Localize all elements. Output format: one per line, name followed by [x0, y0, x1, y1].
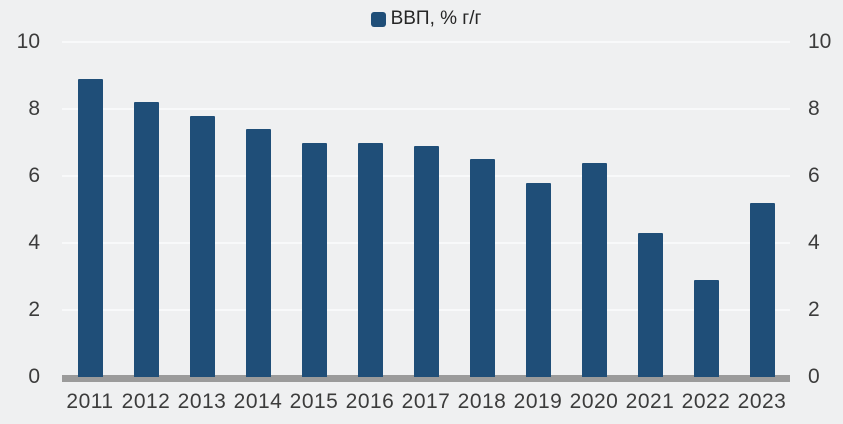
- x-tick-2013: 2013: [177, 390, 227, 413]
- bar-2011: [77, 78, 103, 377]
- bar-2023: [749, 202, 775, 377]
- y-tick-left-0: 0: [28, 365, 40, 388]
- bar-2015: [301, 142, 327, 377]
- zero-baseline: [62, 375, 790, 382]
- y-tick-right-0: 0: [808, 365, 820, 388]
- legend-swatch-icon: [370, 11, 386, 27]
- y-tick-right-4: 4: [808, 231, 820, 254]
- y-tick-right-10: 10: [808, 30, 832, 53]
- x-tick-2022: 2022: [681, 390, 731, 413]
- bar-slot-2014: [230, 42, 286, 377]
- y-tick-left-8: 8: [28, 97, 40, 120]
- gridline-8: [62, 108, 790, 110]
- bar-2013: [189, 115, 215, 377]
- y-axis-right: 0 2 4 6 8 10: [806, 30, 843, 388]
- y-tick-right-6: 6: [808, 164, 820, 187]
- bar-2016: [357, 142, 383, 377]
- bar-slot-2018: [454, 42, 510, 377]
- y-tick-right-8: 8: [808, 97, 820, 120]
- y-tick-left-10: 10: [16, 30, 40, 53]
- bar-2022: [693, 279, 719, 377]
- x-tick-2020: 2020: [569, 390, 619, 413]
- bar-2020: [581, 162, 607, 377]
- bar-2017: [413, 145, 439, 377]
- chart-legend: ВВП, % г/г: [62, 8, 790, 30]
- y-tick-left-6: 6: [28, 164, 40, 187]
- bar-slot-2023: [734, 42, 790, 377]
- x-tick-2019: 2019: [513, 390, 563, 413]
- bar-slot-2019: [510, 42, 566, 377]
- x-tick-2021: 2021: [625, 390, 675, 413]
- bar-2021: [637, 232, 663, 377]
- y-tick-right-2: 2: [808, 298, 820, 321]
- x-tick-2012: 2012: [121, 390, 171, 413]
- bar-slot-2017: [398, 42, 454, 377]
- bar-slot-2015: [286, 42, 342, 377]
- x-tick-2023: 2023: [737, 390, 787, 413]
- bar-slot-2013: [174, 42, 230, 377]
- bar-2014: [245, 129, 271, 377]
- bar-2019: [525, 182, 551, 377]
- gridline-10: [62, 41, 790, 43]
- legend-label: ВВП, % г/г: [390, 8, 482, 29]
- bar-slot-2021: [622, 42, 678, 377]
- bar-slot-2022: [678, 42, 734, 377]
- bar-2012: [133, 102, 159, 377]
- y-tick-left-4: 4: [28, 231, 40, 254]
- x-tick-2014: 2014: [233, 390, 283, 413]
- x-tick-2016: 2016: [345, 390, 395, 413]
- bar-slot-2011: [62, 42, 118, 377]
- bar-slot-2012: [118, 42, 174, 377]
- x-tick-2015: 2015: [289, 390, 339, 413]
- bar-series: [62, 42, 790, 377]
- y-axis-left: 0 2 4 6 8 10: [0, 30, 40, 388]
- plot-area: [62, 41, 790, 382]
- y-tick-left-2: 2: [28, 298, 40, 321]
- bar-slot-2016: [342, 42, 398, 377]
- x-tick-2011: 2011: [66, 390, 114, 413]
- x-tick-2018: 2018: [457, 390, 507, 413]
- bar-2018: [469, 159, 495, 377]
- x-axis: 2011 2012 2013 2014 2015 2016 2017 2018 2019 2020…: [62, 389, 790, 414]
- bar-slot-2020: [566, 42, 622, 377]
- x-tick-2017: 2017: [401, 390, 451, 413]
